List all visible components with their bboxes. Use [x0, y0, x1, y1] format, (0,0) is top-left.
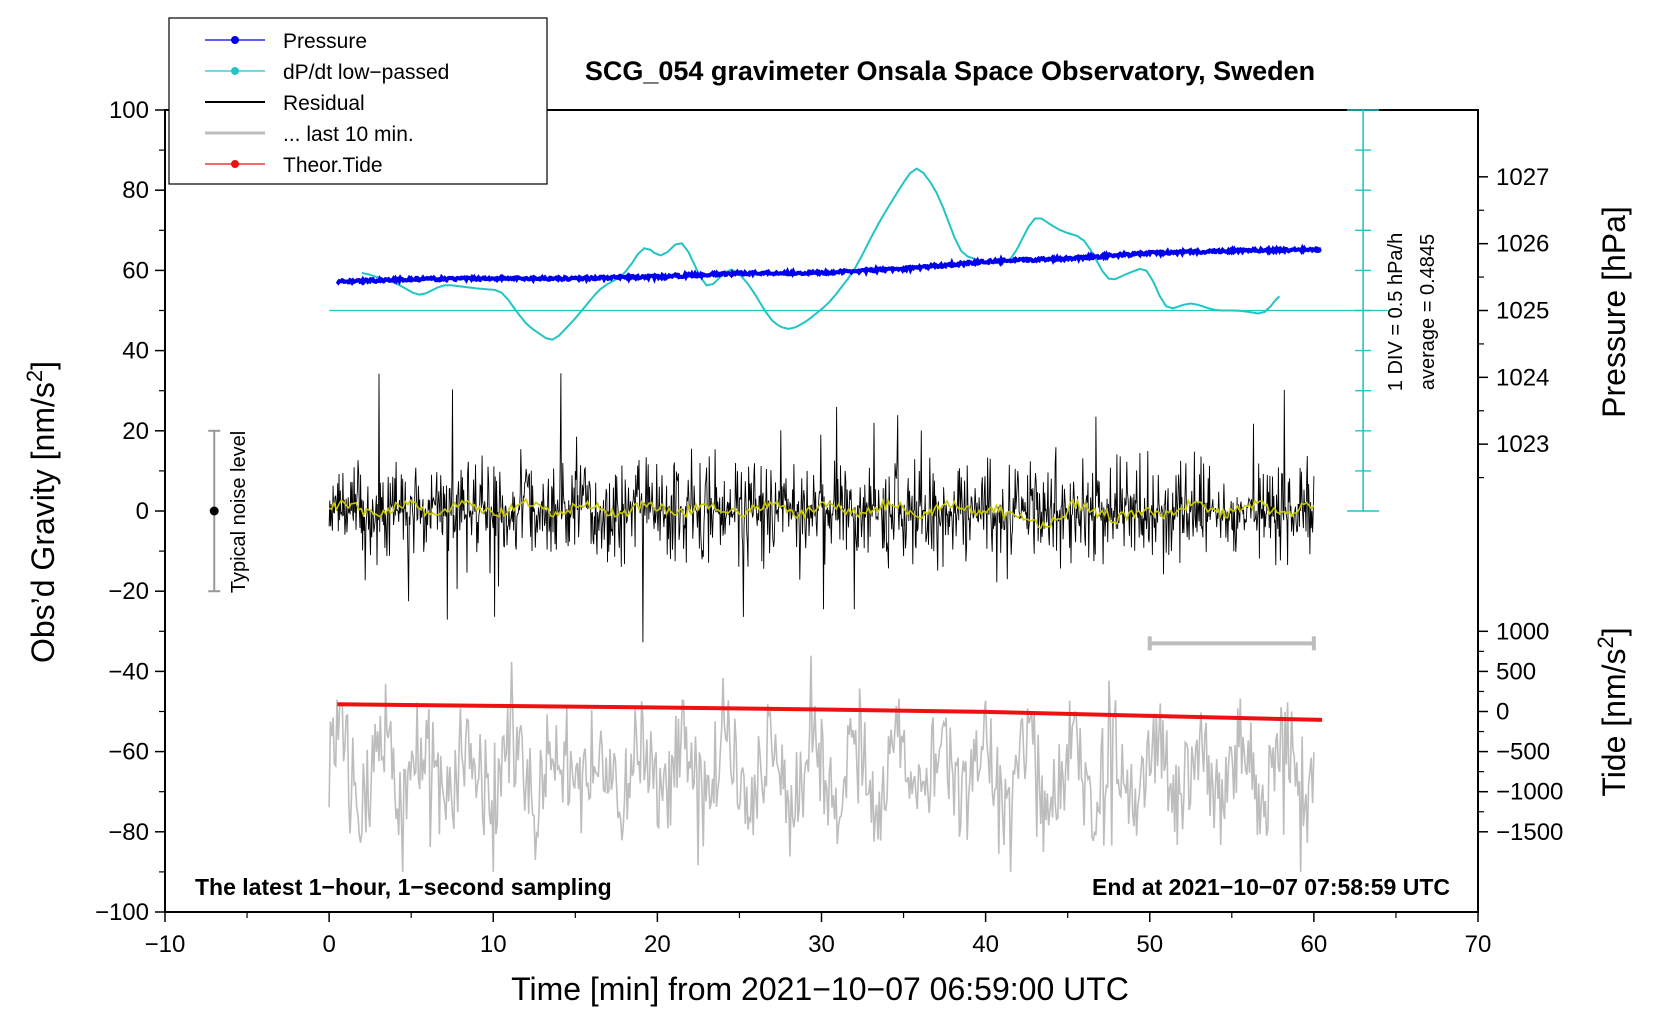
y-tick-label: 40 — [122, 338, 149, 365]
y-axis-label-tide: Tide [nm/s2] — [1593, 627, 1632, 796]
legend: Pressure dP/dt low−passed Residual ... l… — [168, 17, 548, 185]
legend-marker-dpdt — [231, 67, 239, 75]
noise-bar-center-dot — [209, 506, 219, 516]
series-residual — [328, 373, 1315, 643]
y-axis-label-left: Obs’d Gravity [nm/s2] — [22, 361, 61, 663]
pressure-tick-label: 1026 — [1496, 231, 1549, 258]
tide-tick-label: −1000 — [1496, 779, 1563, 806]
y-tick-label: 80 — [122, 177, 149, 204]
annotation-sampling: The latest 1−hour, 1−second sampling — [195, 874, 612, 900]
y-axis-ticks: 100 80 60 40 20 0 −20 −40 −60 −80 −100 — [95, 97, 165, 926]
tide-axis-ticks: 1000 500 0 −500 −1000 −1500 — [1478, 618, 1563, 846]
y-tick-label: 100 — [109, 97, 149, 124]
annotation-end-time: End at 2021−10−07 07:58:59 UTC — [1092, 874, 1450, 900]
x-tick-label: −10 — [145, 931, 186, 958]
pressure-tick-label: 1027 — [1496, 164, 1549, 191]
legend-label-tide: Theor.Tide — [283, 154, 383, 177]
tide-tick-label: −1500 — [1496, 819, 1563, 846]
x-tick-label: 30 — [808, 931, 835, 958]
noise-level-label: Typical noise level — [228, 431, 250, 593]
y-tick-label: −80 — [108, 819, 149, 846]
tide-tick-label: 500 — [1496, 658, 1536, 685]
x-tick-label: 60 — [1301, 931, 1328, 958]
pressure-axis-ticks: 1027 1026 1025 1024 1023 — [1478, 164, 1549, 479]
x-tick-label: 50 — [1136, 931, 1163, 958]
last-10-min-window-bar — [1147, 636, 1316, 651]
dpdt-scale-bar — [1347, 109, 1380, 512]
pressure-tick-label: 1025 — [1496, 298, 1549, 325]
data-layer — [328, 167, 1388, 872]
y-tick-label: 0 — [136, 498, 149, 525]
legend-label-last10: ... last 10 min. — [283, 123, 414, 146]
series-pressure — [335, 243, 1322, 287]
x-axis-label: Time [min] from 2021−10−07 06:59:00 UTC — [511, 971, 1129, 1007]
x-tick-label: 70 — [1465, 931, 1492, 958]
legend-label-pressure: Pressure — [283, 30, 367, 53]
series-dpdt-low-passed — [361, 167, 1281, 341]
scale-bar-label-2: average = 0.4845 — [1417, 234, 1439, 390]
series-theoretical-tide — [337, 702, 1323, 722]
y-tick-label: −20 — [108, 578, 149, 605]
tide-tick-label: 0 — [1496, 699, 1509, 726]
y-axis-label-pressure: Pressure [hPa] — [1596, 206, 1632, 418]
y-tick-label: 60 — [122, 257, 149, 284]
x-tick-label: 40 — [972, 931, 999, 958]
x-axis-ticks: −10 0 10 20 30 40 50 60 70 — [145, 912, 1492, 958]
legend-marker-tide — [231, 160, 239, 168]
y-tick-label: 20 — [122, 418, 149, 445]
tide-tick-label: −500 — [1496, 739, 1550, 766]
y-tick-label: −60 — [108, 739, 149, 766]
pressure-tick-label: 1024 — [1496, 364, 1549, 391]
y-tick-label: −40 — [108, 658, 149, 685]
legend-label-dpdt: dP/dt low−passed — [283, 61, 449, 84]
pressure-tick-label: 1023 — [1496, 431, 1549, 458]
scale-bar-label-1: 1 DIV = 0.5 hPa/h — [1385, 233, 1407, 391]
chart-title: SCG_054 gravimeter Onsala Space Observat… — [585, 56, 1315, 86]
legend-marker-pressure — [231, 36, 239, 44]
series-last-10-min — [328, 655, 1315, 872]
x-tick-label: 0 — [322, 931, 335, 958]
series-smoothed-residual — [328, 497, 1315, 530]
tide-tick-label: 1000 — [1496, 618, 1549, 645]
x-tick-label: 10 — [480, 931, 507, 958]
x-tick-label: 20 — [644, 931, 671, 958]
y-tick-label: −100 — [95, 899, 149, 926]
legend-label-residual: Residual — [283, 92, 365, 115]
noise-level-bar — [208, 429, 221, 593]
